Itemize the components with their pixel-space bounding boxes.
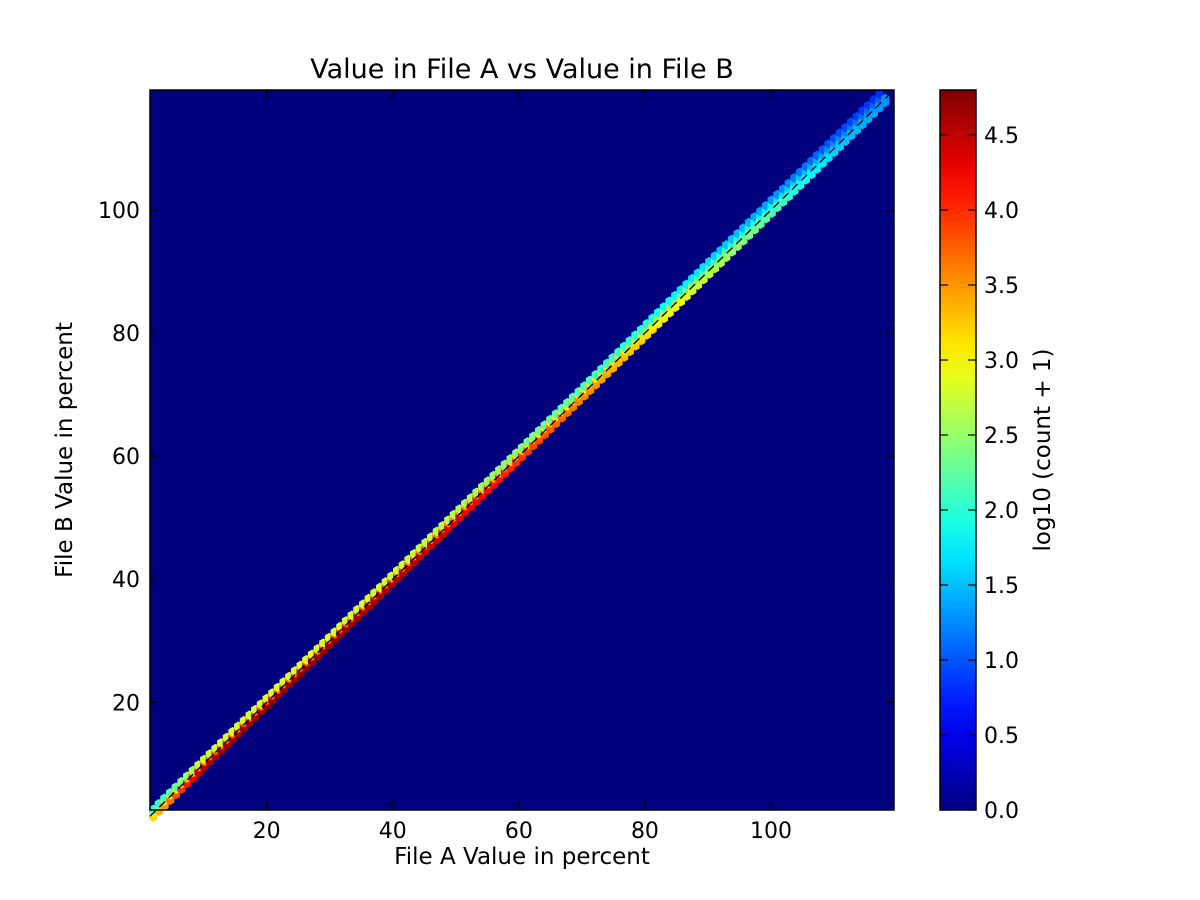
y-tick-label: 60 <box>112 445 140 470</box>
colorbar-tick-label: 1.5 <box>984 574 1019 599</box>
colorbar-tick-label: 0.0 <box>984 799 1019 824</box>
y-tick-label: 20 <box>112 691 140 716</box>
colorbar-tick-label: 4.0 <box>984 199 1019 224</box>
y-axis: 20 40 60 80 100 <box>98 199 894 716</box>
y-tick-label: 40 <box>112 568 140 593</box>
reference-diagonal-line <box>149 89 895 817</box>
x-axis: 20 40 60 80 100 <box>253 90 792 844</box>
plot-frame <box>149 89 895 811</box>
x-tick-label: 60 <box>505 819 533 844</box>
x-tick-label: 80 <box>631 819 659 844</box>
colorbar-tick-label: 0.5 <box>984 724 1019 749</box>
colorbar-tick-label: 2.5 <box>984 424 1019 449</box>
chart-title: Value in File A vs Value in File B <box>310 54 734 85</box>
colorbar-tick-label: 2.0 <box>984 499 1019 524</box>
colorbar-tick-label: 4.5 <box>984 124 1019 149</box>
x-axis-label: File A Value in percent <box>394 844 650 870</box>
x-tick-label: 100 <box>750 819 792 844</box>
y-tick-label: 80 <box>112 322 140 347</box>
y-tick-label: 100 <box>98 199 140 224</box>
colorbar <box>939 89 977 811</box>
x-tick-label: 20 <box>253 819 281 844</box>
colorbar-tick-label: 3.0 <box>984 349 1019 374</box>
colorbar-ticks: 0.0 0.5 1.0 1.5 2.0 2.5 3.0 3.5 4.0 4.5 <box>940 124 1019 824</box>
x-tick-label: 40 <box>379 819 407 844</box>
y-axis-label: File B Value in percent <box>52 322 78 578</box>
hexbin-cells <box>149 89 890 822</box>
colorbar-tick-label: 3.5 <box>984 274 1019 299</box>
colorbar-tick-label: 1.0 <box>984 649 1019 674</box>
colorbar-label: log10 (count + 1) <box>1030 348 1056 551</box>
